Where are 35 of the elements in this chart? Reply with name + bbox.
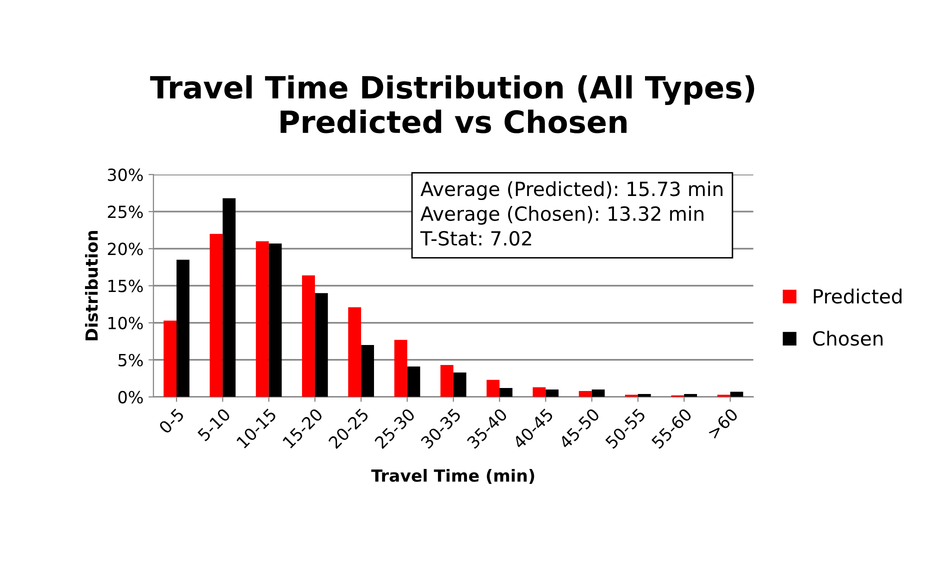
y-tick-label: 10% [108,316,143,330]
y-tick-label: 25% [108,206,143,218]
bar [176,260,190,397]
bar [222,198,236,397]
bar [256,241,269,397]
y-tick-label: 15% [108,280,143,292]
bar [348,307,362,397]
bar [440,365,454,397]
bar [730,392,744,397]
bar [486,380,500,397]
y-tick-label: 5% [118,354,143,366]
bar [500,388,512,397]
annotation: Average (Predicted): 15.73 min Average (Chosen): 13.32 min T-Stat: 7.02 [420,181,722,246]
bar [546,390,559,397]
y-tick-label: 20% [108,242,143,256]
y-tick-label: 0% [118,390,143,404]
bar [592,390,605,397]
y-axis-title: Distribution [85,230,98,340]
bar [361,345,374,397]
bar [210,234,223,397]
legend-label: Predicted [814,288,902,304]
bar [578,390,592,397]
chart-title: Travel Time Distribution (All Types) Predicted vs Chosen [150,75,754,134]
bar [314,293,328,397]
y-tick-label: 30% [108,168,143,182]
bar [407,366,420,397]
legend-label: Chosen [813,330,883,346]
bar [302,275,315,397]
bar [532,387,546,397]
bar [268,243,282,397]
x-tick-label: 0-5 [158,408,185,434]
bar [394,340,408,397]
x-axis-title: Travel Time (min) [371,468,534,484]
bar [453,372,466,397]
bar [164,320,177,397]
